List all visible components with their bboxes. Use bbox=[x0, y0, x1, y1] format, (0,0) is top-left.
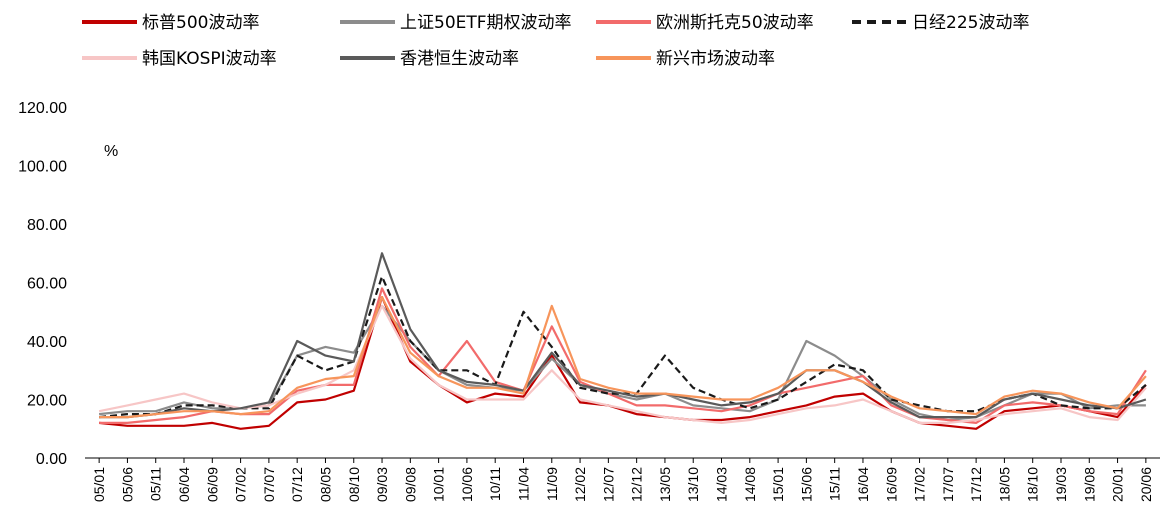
x-tick-label: 06/09 bbox=[204, 467, 220, 502]
x-tick-label: 07/02 bbox=[233, 467, 249, 502]
x-tick-label: 18/10 bbox=[1025, 467, 1041, 502]
x-tick-label: 07/12 bbox=[289, 467, 305, 502]
legend-label: 标普500波动率 bbox=[142, 13, 259, 33]
x-tick-label: 08/10 bbox=[346, 467, 362, 502]
x-tick-label: 13/05 bbox=[657, 467, 673, 502]
x-tick-label: 20/06 bbox=[1138, 467, 1154, 502]
legend-label: 上证50ETF期权波动率 bbox=[400, 13, 572, 33]
series-line bbox=[98, 275, 1147, 419]
x-tick-label: 18/05 bbox=[996, 467, 1012, 502]
y-tick-label: 100.00 bbox=[18, 159, 67, 176]
x-tick-label: 09/08 bbox=[402, 467, 418, 502]
x-tick-label: 17/07 bbox=[940, 467, 956, 502]
legend-label: 日经225波动率 bbox=[912, 13, 1029, 33]
x-tick-label: 20/01 bbox=[1110, 467, 1126, 502]
x-axis: 05/01 05/06 05/11 06/04 06/09 07/02 07/07 07/12… bbox=[85, 457, 1160, 502]
y-tick-label: 60.00 bbox=[27, 276, 67, 293]
legend-label: 新兴市场波动率 bbox=[656, 49, 775, 69]
series-line bbox=[99, 287, 1147, 424]
x-tick-label: 17/02 bbox=[912, 467, 928, 502]
series-lines bbox=[98, 252, 1147, 430]
x-tick-label: 19/08 bbox=[1081, 467, 1097, 502]
x-tick-label: 15/11 bbox=[827, 467, 843, 501]
legend-label: 欧洲斯托克50波动率 bbox=[656, 13, 814, 33]
x-tick-label: 05/01 bbox=[91, 467, 107, 502]
x-tick-label: 06/04 bbox=[176, 467, 192, 502]
x-tick-label: 19/03 bbox=[1053, 467, 1069, 502]
x-tick-label: 14/03 bbox=[714, 467, 730, 502]
x-tick-label: 15/01 bbox=[770, 467, 786, 502]
x-tick-label: 12/07 bbox=[600, 467, 616, 502]
x-tick-label: 13/10 bbox=[685, 467, 701, 502]
x-tick-label: 15/06 bbox=[798, 467, 814, 502]
y-tick-label: 20.00 bbox=[27, 393, 67, 410]
legend-label: 韩国KOSPI波动率 bbox=[142, 49, 277, 69]
y-tick-label: 120.00 bbox=[18, 100, 67, 117]
x-tick-label: 08/05 bbox=[317, 467, 333, 502]
x-tick-label: 16/09 bbox=[883, 467, 899, 502]
x-tick-label: 05/11 bbox=[148, 467, 164, 501]
series-line bbox=[98, 304, 1147, 424]
x-tick-label: 12/12 bbox=[629, 467, 645, 502]
x-tick-label: 10/01 bbox=[431, 467, 447, 502]
y-tick-label: 40.00 bbox=[27, 334, 67, 351]
x-tick-label: 16/04 bbox=[855, 467, 871, 502]
x-tick-label: 10/06 bbox=[459, 467, 475, 502]
y-tick-label: 80.00 bbox=[27, 217, 67, 234]
x-tick-label: 14/08 bbox=[742, 467, 758, 502]
series-line bbox=[98, 296, 1147, 430]
series-line bbox=[99, 296, 1147, 419]
series-line bbox=[99, 252, 1147, 419]
x-tick-label: 07/07 bbox=[261, 467, 277, 502]
legend: 标普500波动率 上证50ETF期权波动率 欧洲斯托克50波动率 日经225波动率韩国… bbox=[82, 13, 1029, 69]
y-axis: 0.00 20.00 40.00 60.00 80.00 100.00 120.00 bbox=[18, 100, 67, 468]
series-line bbox=[98, 304, 1146, 422]
x-tick-label: 17/12 bbox=[968, 467, 984, 502]
x-tick-label: 09/03 bbox=[374, 467, 390, 502]
y-tick-label: 0.00 bbox=[36, 451, 67, 468]
x-tick-label: 12/02 bbox=[572, 467, 588, 502]
x-tick-label: 05/06 bbox=[119, 467, 135, 502]
y-unit-label: % bbox=[104, 143, 118, 160]
x-tick-label: 10/11 bbox=[487, 467, 503, 501]
x-tick-label: 11/04 bbox=[515, 467, 531, 501]
legend-label: 香港恒生波动率 bbox=[400, 49, 519, 69]
x-tick-label: 11/09 bbox=[544, 467, 560, 501]
